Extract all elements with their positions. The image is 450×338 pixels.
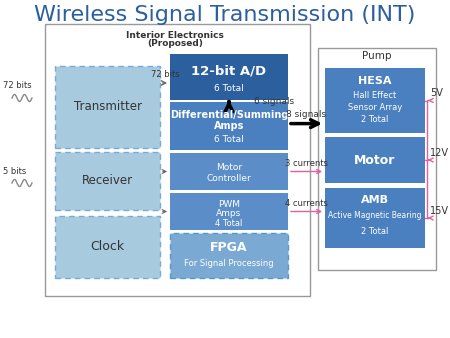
Text: 6 signals: 6 signals xyxy=(254,97,294,105)
Text: 12V: 12V xyxy=(430,148,449,158)
Bar xyxy=(325,188,425,248)
Text: 6 Total: 6 Total xyxy=(214,135,244,144)
Text: Clock: Clock xyxy=(90,241,125,254)
Text: Amps: Amps xyxy=(214,121,244,131)
Bar xyxy=(55,152,160,210)
Text: 2 Total: 2 Total xyxy=(361,116,389,124)
Text: Interior Electronics: Interior Electronics xyxy=(126,30,224,40)
Text: HESA: HESA xyxy=(358,76,392,86)
Text: AMB: AMB xyxy=(361,195,389,205)
Bar xyxy=(318,48,436,270)
Bar xyxy=(170,54,288,100)
Bar xyxy=(170,233,288,278)
Text: 72 bits: 72 bits xyxy=(3,81,32,91)
Text: 15V: 15V xyxy=(430,206,449,216)
Text: PWM: PWM xyxy=(218,200,240,209)
Text: Pump: Pump xyxy=(362,51,392,61)
Text: 12-bit A/D: 12-bit A/D xyxy=(191,65,266,78)
Text: Amps: Amps xyxy=(216,209,242,218)
Bar xyxy=(170,153,288,190)
Bar xyxy=(45,24,310,296)
Text: 4 Total: 4 Total xyxy=(215,219,243,228)
Text: Wireless Signal Transmission (INT): Wireless Signal Transmission (INT) xyxy=(34,5,416,25)
Text: Controller: Controller xyxy=(207,174,252,184)
Text: 5V: 5V xyxy=(430,89,443,98)
Text: 2 Total: 2 Total xyxy=(361,227,389,236)
Text: Differential/Summing: Differential/Summing xyxy=(170,111,288,120)
Text: Receiver: Receiver xyxy=(82,174,133,188)
Bar xyxy=(55,216,160,278)
Text: Motor: Motor xyxy=(354,153,396,167)
Text: FPGA: FPGA xyxy=(210,241,248,254)
Text: For Signal Processing: For Signal Processing xyxy=(184,259,274,268)
Bar xyxy=(55,66,160,148)
Bar xyxy=(325,68,425,133)
Text: 6 Total: 6 Total xyxy=(214,84,244,93)
Bar xyxy=(170,102,288,150)
Text: Transmitter: Transmitter xyxy=(73,100,141,114)
Text: Active Magnetic Bearing: Active Magnetic Bearing xyxy=(328,211,422,219)
Text: (Proposed): (Proposed) xyxy=(147,40,203,48)
Text: 3 currents: 3 currents xyxy=(285,160,328,169)
Text: Hall Effect: Hall Effect xyxy=(353,91,396,100)
Text: 8 signals: 8 signals xyxy=(287,110,327,119)
Text: 72 bits: 72 bits xyxy=(151,70,179,79)
Text: Sensor Array: Sensor Array xyxy=(348,102,402,112)
Text: Motor: Motor xyxy=(216,163,242,172)
Bar xyxy=(170,193,288,230)
Bar xyxy=(325,137,425,183)
Text: 5 bits: 5 bits xyxy=(3,167,26,175)
Text: 4 currents: 4 currents xyxy=(285,199,328,209)
